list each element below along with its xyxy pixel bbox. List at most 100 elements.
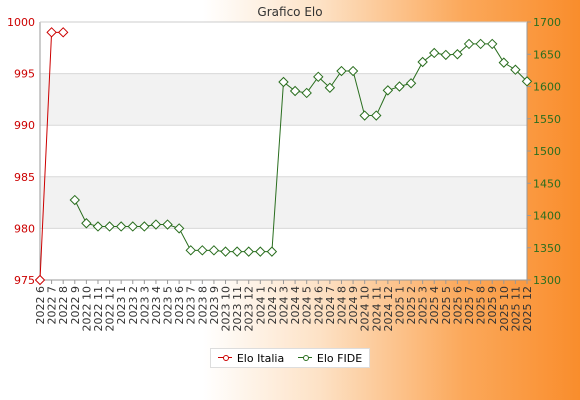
x-tick-label: 2025 7 [463,286,476,325]
x-tick-label: 2024 7 [324,286,337,325]
data-point-marker [405,78,417,89]
y-left-tick-label: 980 [14,222,35,235]
x-tick-label: 2023 9 [208,286,221,325]
y-right-tick-label: 1550 [533,113,561,126]
x-tick-label: 2023 3 [138,286,151,325]
x-tick-label: 2025 4 [428,286,441,325]
data-point-marker [487,38,498,50]
x-tick-label: 2025 5 [440,286,453,325]
x-tick-label: 2024 8 [335,286,348,325]
x-tick-label: 2023 1 [115,286,128,325]
data-point-marker [127,221,138,232]
data-point-marker [185,245,196,256]
data-point-marker [115,221,127,232]
data-point-marker [255,246,266,257]
data-point-marker [429,47,440,59]
data-point-marker [452,49,463,60]
x-tick-label: 2022 9 [69,286,82,325]
x-tick-label: 2022 12 [104,286,117,332]
data-point-marker [301,87,312,99]
y-right-tick-label: 1500 [533,145,561,158]
x-tick-label: 2023 2 [127,286,140,325]
x-tick-label: 2023 6 [173,286,186,325]
x-tick-label: 2022 7 [46,286,59,325]
x-tick-label: 2025 9 [486,286,499,325]
data-point-marker [92,221,104,232]
data-point-marker [336,65,347,77]
x-tick-label: 2025 11 [509,286,522,332]
chart-title: Grafico Elo [257,5,322,19]
x-tick-label: 2024 9 [347,286,360,325]
data-point-marker [69,194,80,206]
x-tick-label: 2023 4 [150,286,163,325]
data-point-marker [243,246,254,257]
y-right-tick-label: 1350 [533,242,561,255]
data-point-marker [220,246,231,257]
y-right-tick-label: 1300 [533,274,561,287]
legend: Elo Italia Elo FIDE [210,348,370,368]
data-point-marker [498,57,510,68]
series-line-1 [74,43,528,253]
x-tick-label: 2025 3 [417,286,430,325]
x-tick-label: 2025 8 [475,286,488,325]
data-point-marker [510,64,521,75]
y-right-tick-label: 1700 [533,16,561,29]
x-tick-label: 2025 12 [521,286,534,332]
data-point-marker [173,223,185,234]
y-left-tick-label: 975 [14,274,35,287]
data-point-marker [34,274,46,286]
x-tick-label: 2024 3 [278,286,291,325]
elo-italia-swatch-icon [217,354,232,362]
data-point-marker [289,85,301,97]
data-point-marker [208,245,220,256]
data-point-marker [313,71,324,83]
data-point-marker [371,110,382,121]
x-tick-label: 2024 1 [254,286,267,325]
x-tick-label: 2023 7 [185,286,198,325]
data-point-marker [104,221,115,232]
x-tick-label: 2024 5 [301,286,314,325]
elo-fide-swatch-icon [297,354,312,362]
data-point-marker [46,27,57,38]
legend-label-elo-italia: Elo Italia [236,351,285,365]
data-point-marker [197,245,208,256]
x-tick-label: 2024 12 [382,286,395,332]
x-tick-label: 2022 6 [34,286,47,325]
data-point-marker [521,76,533,87]
data-point-marker [417,56,428,68]
legend-label-elo-fide: Elo FIDE [316,351,363,365]
data-point-marker [382,85,394,96]
data-point-marker [475,38,486,50]
y-left-tick-label: 995 [14,68,35,81]
y-right-tick-label: 1400 [533,210,561,223]
legend-item-elo-italia: Elo Italia [217,351,285,365]
data-point-marker [324,82,336,93]
y-right-tick-label: 1600 [533,81,561,94]
x-tick-label: 2025 1 [393,286,406,325]
data-point-marker [359,110,370,121]
x-tick-label: 2024 2 [266,286,279,325]
data-point-marker [440,49,452,61]
x-tick-label: 2022 8 [57,286,70,325]
x-tick-label: 2023 5 [162,286,175,325]
x-tick-label: 2023 12 [243,286,256,332]
x-tick-label: 2024 10 [359,286,372,332]
data-point-marker [231,246,243,257]
x-tick-label: 2024 6 [312,286,325,325]
data-point-marker [150,219,162,230]
data-point-marker [347,65,359,77]
x-tick-label: 2023 10 [220,286,233,332]
y-left-tick-label: 1000 [7,16,35,29]
data-point-marker [463,38,475,50]
x-tick-label: 2022 10 [80,286,93,332]
data-point-marker [139,221,150,232]
x-tick-label: 2025 10 [498,286,511,332]
y-right-tick-label: 1450 [533,177,561,190]
x-tick-label: 2024 4 [289,286,302,325]
data-point-marker [57,27,69,38]
data-point-marker [394,81,405,92]
data-point-marker [81,218,92,229]
y-left-tick-label: 985 [14,171,35,184]
